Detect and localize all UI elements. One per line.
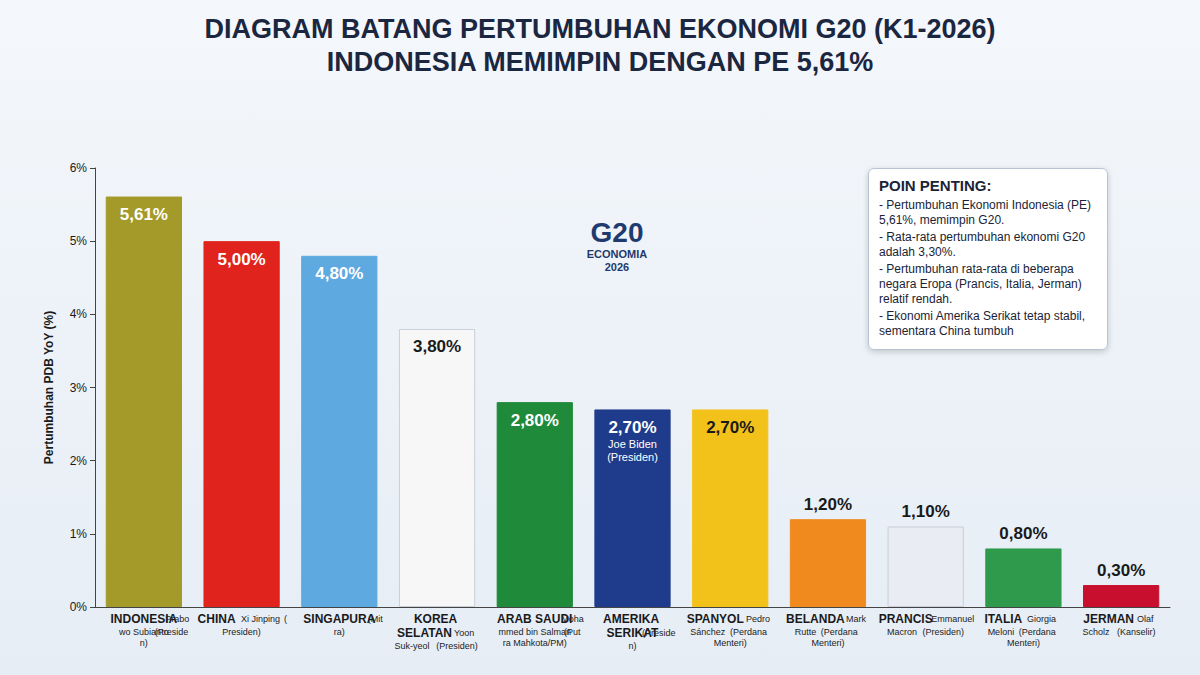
svg-text:5,00%: 5,00% (217, 250, 265, 269)
svg-text:(: ( (284, 614, 287, 624)
svg-text:SELATAN: SELATAN (397, 626, 452, 640)
svg-text:Yoon: Yoon (454, 628, 477, 638)
svg-text:4,80%: 4,80% (315, 264, 363, 283)
html-text:2026: 2026 (604, 261, 630, 273)
html-text:- Rata-rata pertumbuhan ekonom: - Rata-rata pertumbuhan ekonomi G20 adal… (879, 230, 1086, 259)
svg-text:1,20%: 1,20% (804, 495, 852, 514)
svg-text:2%: 2% (70, 454, 88, 468)
svg-text:Meloni: Meloni (988, 627, 1015, 637)
svg-text:3%: 3% (70, 381, 88, 395)
svg-text:(Perdana: (Perdana (1019, 627, 1059, 637)
svg-text:Pedro: Pedro (746, 614, 773, 624)
svg-text:2,70%: 2,70% (706, 418, 754, 437)
svg-text:Olaf: Olaf (1137, 614, 1156, 624)
svg-text:Giorgia: Giorgia (1027, 614, 1059, 624)
svg-text:Rutte: Rutte (795, 627, 817, 637)
svg-text:n): n) (140, 638, 148, 648)
svg-text:CHINA: CHINA (198, 612, 236, 626)
svg-text:ARAB SAUDI: ARAB SAUDI (497, 612, 573, 626)
svg-text:Macron: Macron (884, 627, 917, 637)
svg-text:SERIKAT: SERIKAT (606, 626, 659, 640)
svg-text:Menteri): Menteri) (1007, 638, 1040, 648)
svg-text:2,70%: 2,70% (608, 418, 656, 437)
svg-text:n): n) (628, 641, 636, 651)
svg-text:INDONESIA MEMIMPIN DENGAN PE 5: INDONESIA MEMIMPIN DENGAN PE 5,61% (327, 47, 874, 77)
svg-text:0,30%: 0,30% (1097, 561, 1145, 580)
svg-text:0%: 0% (70, 600, 88, 614)
svg-text:Joe Biden: Joe Biden (608, 438, 657, 450)
svg-text:mmed bin Salman: mmed bin Salman (498, 627, 571, 637)
svg-text:ra): ra) (334, 627, 345, 637)
svg-text:JERMAN: JERMAN (1083, 612, 1134, 626)
svg-text:5%: 5% (70, 234, 88, 248)
svg-text:(Preside: (Preside (155, 627, 189, 637)
svg-text:Mark: Mark (846, 614, 869, 624)
svg-text:5,61%: 5,61% (120, 205, 168, 224)
svg-text:ra Mahkota/PM): ra Mahkota/PM) (503, 638, 567, 648)
svg-text:2,80%: 2,80% (511, 411, 559, 430)
svg-text:(Perdana: (Perdana (730, 627, 770, 637)
svg-text:KOREA: KOREA (414, 612, 460, 626)
svg-text:6%: 6% (70, 161, 88, 175)
svg-text:(Presiden): (Presiden) (922, 627, 964, 637)
svg-text:Menteri): Menteri) (811, 638, 844, 648)
svg-text:Scholz: Scholz (1083, 627, 1111, 637)
svg-text:Menteri): Menteri) (714, 638, 747, 648)
svg-text:Emmanuel: Emmanuel (931, 614, 974, 624)
svg-text:SINGAPURA: SINGAPURA (303, 612, 375, 626)
html-text:G20: G20 (590, 217, 644, 248)
html-text:- Pertumbuhan rata-rata di beb: - Pertumbuhan rata-rata di beberapa nega… (879, 262, 1082, 306)
svg-text:DIAGRAM BATANG PERTUMBUHAN EKO: DIAGRAM BATANG PERTUMBUHAN EKONOMI G20 (… (204, 14, 995, 44)
svg-text:4%: 4% (70, 307, 88, 321)
svg-text:(Perdana: (Perdana (821, 627, 861, 637)
html-text:POIN PENTING:: POIN PENTING: (879, 177, 992, 194)
svg-text:(Mit: (Mit (368, 614, 383, 624)
svg-text:BELANDA: BELANDA (786, 612, 845, 626)
svg-text:Prabo: Prabo (165, 614, 189, 624)
svg-text:(Presiden): (Presiden) (607, 451, 658, 463)
svg-text:AMERIKA: AMERIKA (603, 612, 662, 626)
svg-text:1%: 1% (70, 527, 88, 541)
svg-text:wo Subianto: wo Subianto (119, 626, 169, 637)
svg-text:SPANYOL: SPANYOL (687, 612, 744, 626)
html-text:- Ekonomi Amerika Serikat teta: - Ekonomi Amerika Serikat tetap stabil, … (879, 309, 1086, 338)
svg-text:(Preside: (Preside (642, 628, 676, 638)
html-text:ECONOMIA: ECONOMIA (586, 248, 648, 260)
svg-text:1,10%: 1,10% (902, 502, 950, 521)
svg-text:ITALIA: ITALIA (984, 612, 1022, 626)
svg-text:0,80%: 0,80% (999, 524, 1047, 543)
svg-text:Presiden): Presiden) (222, 627, 261, 637)
svg-text:(Kanselir): (Kanselir) (1117, 627, 1156, 637)
svg-text:Xi Jinping: Xi Jinping (241, 614, 280, 624)
svg-text:(Put: (Put (564, 627, 581, 637)
svg-text:Sánchez: Sánchez (690, 627, 726, 637)
svg-text:3,80%: 3,80% (413, 337, 461, 356)
svg-text:Moha: Moha (561, 614, 584, 624)
svg-text:Suk-yeol: Suk-yeol (395, 641, 430, 651)
svg-text:(Presiden): (Presiden) (436, 641, 478, 651)
svg-text:PRANCIS: PRANCIS (879, 612, 933, 626)
svg-text:INDONESIA: INDONESIA (110, 612, 178, 626)
svg-text:Pertumbuhan PDB YoY (%): Pertumbuhan PDB YoY (%) (42, 311, 56, 464)
html-text:- Pertumbuhan Ekonomi Indonesi: - Pertumbuhan Ekonomi Indonesia (PE) 5,6… (879, 198, 1092, 227)
